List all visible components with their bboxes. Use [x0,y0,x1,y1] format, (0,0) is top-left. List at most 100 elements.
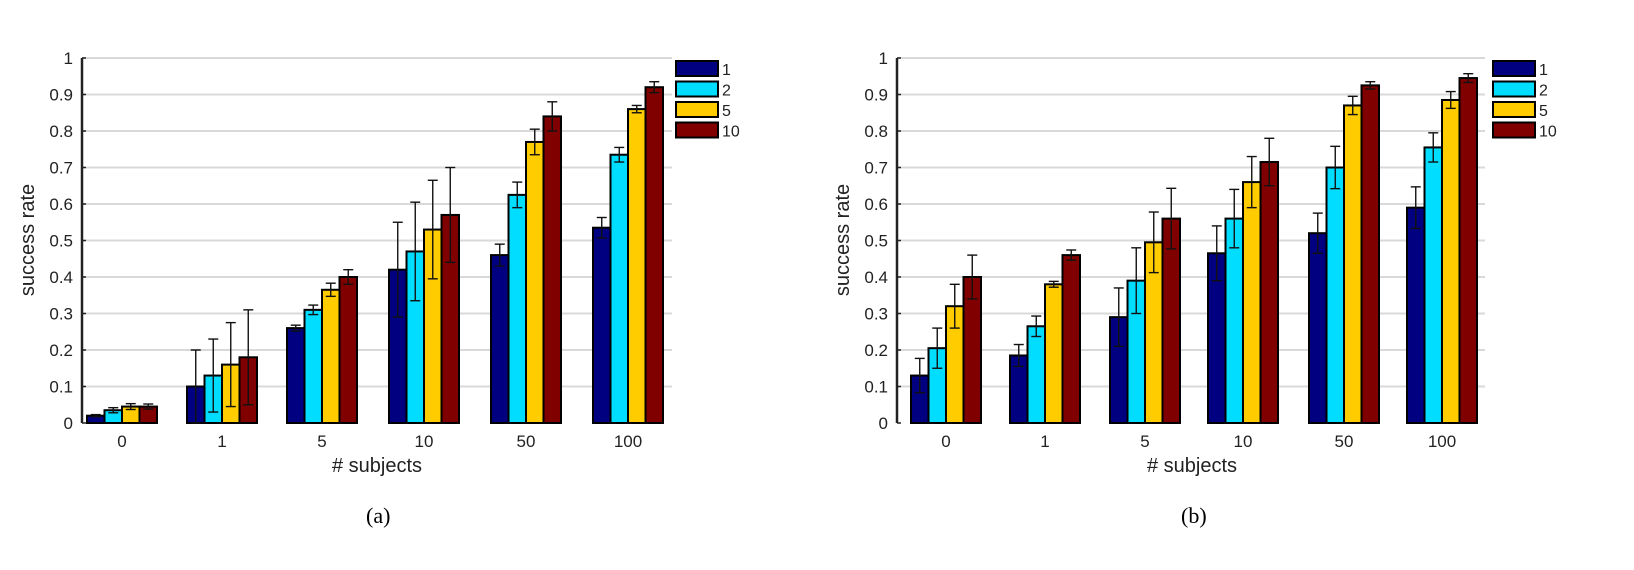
error-bar [1410,186,1421,230]
y-tick-label: 0.5 [864,232,888,251]
bar-5-50 [525,140,545,424]
error-bar [1131,247,1142,315]
bar-10-1 [1061,254,1081,424]
y-tick-label: 1 [64,49,73,68]
error-bar [967,254,978,300]
error-bar [427,179,438,280]
legend-label: 10 [722,124,740,141]
error-bar [1066,249,1077,261]
legend-swatch [1492,101,1536,118]
legend-swatch [1492,80,1536,98]
error-bar [949,283,960,329]
legend-swatch [675,121,719,139]
error-bar [1031,315,1042,338]
y-axis-label: success rate [17,184,39,296]
error-bar [596,216,607,239]
error-bar [1463,72,1474,84]
legend-label: 1 [1539,62,1548,79]
y-tick-label: 0.3 [864,305,888,324]
legend-item-1: 1 [675,60,731,79]
legend-item-5: 5 [1492,101,1548,120]
y-tick-label: 0.7 [864,159,888,178]
error-bar [1166,187,1177,250]
bar-10-100 [644,86,664,424]
error-bar [392,221,403,318]
error-bar [529,128,540,156]
error-bar [1330,145,1341,190]
x-tick-label: 0 [117,432,126,451]
chart-panel-a: 00.10.20.30.40.50.60.70.80.910 1 5 10 50 100#… [17,49,740,477]
x-axis-label: # subjects [1147,455,1237,477]
error-bar [225,321,236,408]
legend-swatch [675,60,719,77]
bar-2-50 [1325,166,1345,424]
y-tick-label: 0.4 [49,268,73,287]
bar-5-100 [627,108,647,424]
error-bar [208,338,219,413]
y-tick-label: 0.6 [864,195,888,214]
error-bar [308,304,319,316]
x-axis-label: # subjects [332,455,422,477]
bar-1-50 [490,254,510,424]
error-bar [1428,132,1439,163]
bar-2-10 [1224,217,1244,424]
x-tick-label: 50 [517,432,536,451]
error-bar [649,81,660,94]
x-tick-label: 1 [217,432,226,451]
bar-10-50 [1360,84,1380,424]
bar-2-1 [1026,325,1046,424]
error-bar [1048,280,1059,288]
error-bar [243,309,254,406]
legend-item-10: 10 [675,121,740,141]
y-tick-label: 0 [879,414,888,433]
error-bar [1148,211,1159,274]
error-bar [512,181,523,209]
error-bar [125,402,136,411]
bar-10-100 [1458,77,1478,424]
x-tick-label: 50 [1335,432,1354,451]
bar-10-50 [542,115,562,425]
x-tick-label: 10 [415,432,434,451]
bar-2-50 [507,193,527,424]
y-tick-label: 0.1 [49,378,73,397]
error-bar [1312,212,1323,254]
y-tick-label: 1 [879,49,888,68]
y-tick-label: 0 [64,414,73,433]
error-bar [108,406,119,414]
legend-label: 5 [722,103,731,120]
bar-10-5 [338,276,358,424]
legend-swatch [675,101,719,118]
legend-item-1: 1 [1492,60,1548,79]
chart-panel-b: 00.10.20.30.40.50.60.70.80.910 1 5 10 50 100#… [832,49,1557,477]
error-bar [343,269,354,285]
legend-swatch [675,80,719,98]
y-tick-label: 0.2 [49,341,73,360]
error-bar [325,282,336,298]
error-bar [932,327,943,369]
legend-item-2: 2 [675,80,731,100]
y-tick-label: 0.8 [864,122,888,141]
y-tick-label: 0.6 [49,195,73,214]
error-bar [143,403,154,410]
error-bar [1365,81,1376,90]
legend-label: 2 [722,83,731,100]
error-bar [1013,343,1024,368]
error-bar [1264,137,1275,187]
y-tick-label: 0.4 [864,268,888,287]
error-bar [445,166,456,264]
bar-2-100 [1423,146,1443,425]
y-tick-label: 0.7 [49,159,73,178]
x-tick-label: 5 [1140,432,1149,451]
bar-2-5 [303,308,323,425]
error-bar [290,324,301,332]
bar-2-100 [609,153,629,424]
y-tick-label: 0.8 [49,122,73,141]
bar-1-5 [286,327,306,425]
bar-5-5 [321,288,341,424]
bar-5-50 [1343,104,1363,424]
legend-label: 1 [722,62,731,79]
error-bar [1211,225,1222,282]
y-tick-label: 0.3 [49,305,73,324]
x-tick-label: 10 [1234,432,1253,451]
